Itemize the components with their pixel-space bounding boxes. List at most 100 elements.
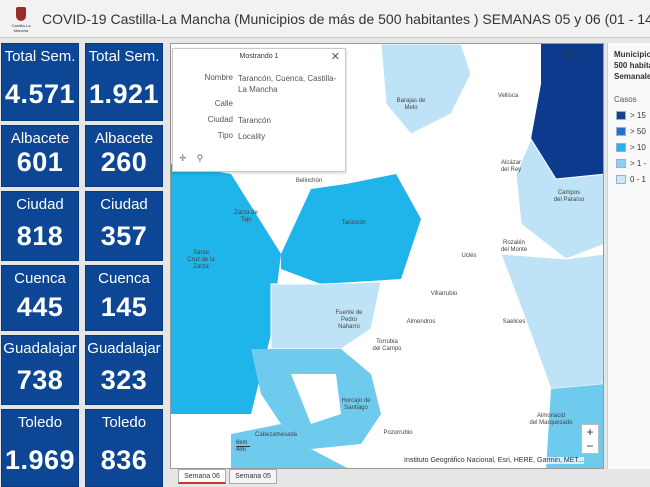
close-icon[interactable]: ✕ xyxy=(330,51,340,63)
place-fuente-1: Fuente de xyxy=(335,310,363,316)
municipality-barajas-de-melo[interactable] xyxy=(380,44,472,135)
tile-albacete-06[interactable]: Albacete 260 xyxy=(85,125,163,187)
tile-label: Albacete xyxy=(10,130,70,147)
tab-semana-06[interactable]: Semana 06 xyxy=(178,469,226,484)
place-almonacid-2: del Marquesado xyxy=(529,420,573,426)
legend-panel: Municipio 500 habita Semanale Casos > 15… xyxy=(607,43,650,469)
legend-label: > 50 xyxy=(630,127,646,136)
home-icon[interactable]: ⌂ xyxy=(584,48,591,60)
popup-key: Calle xyxy=(214,99,233,108)
place-cabezamesada: Cabezamesada xyxy=(255,432,298,438)
place-zarza-de-tajo-1: Zarza de xyxy=(234,210,258,216)
tile-label: Ciudad xyxy=(16,196,64,213)
tile-toledo-05[interactable]: Toledo 1.969 xyxy=(1,409,79,487)
zoom-out-button[interactable]: − xyxy=(586,439,594,453)
tile-value: 323 xyxy=(100,365,148,395)
tile-value: 357 xyxy=(100,221,148,251)
tile-label: Cuenca xyxy=(98,270,150,287)
place-vellisca: Vellisca xyxy=(498,93,519,99)
tile-label: Toledo xyxy=(101,414,147,431)
popup-key: Tipo xyxy=(217,131,233,140)
place-saelices: Saelices xyxy=(503,319,526,325)
place-santa-cruz-1: Santa xyxy=(193,250,209,256)
popup-value: Tarancón, Cuenca, Castilla-La Mancha xyxy=(238,74,337,94)
tile-total-sem-06[interactable]: Total Sem. 1.921 xyxy=(85,43,163,121)
legend-casos: Casos xyxy=(614,95,637,104)
place-almendros: Almendros xyxy=(407,319,436,325)
place-almonacid-1: Almonacid xyxy=(537,413,565,419)
legend-item: > 15 xyxy=(616,111,646,123)
search-icon[interactable]: ⚲ xyxy=(564,49,573,61)
municipality-rozalen-del-monte[interactable] xyxy=(500,253,604,390)
tile-ciudad-06[interactable]: Ciudad 357 xyxy=(85,191,163,261)
tile-guadalajara-06[interactable]: Guadalajar 323 xyxy=(85,335,163,405)
tab-semana-05[interactable]: Semana 05 xyxy=(229,469,277,484)
place-torrubia-1: Torrubia xyxy=(376,339,398,345)
zoom-control: + − xyxy=(581,424,599,454)
tile-ciudad-05[interactable]: Ciudad 818 xyxy=(1,191,79,261)
place-campos-del-paraiso-2: del Paraíso xyxy=(554,197,585,203)
tile-value: 601 xyxy=(16,147,64,177)
tile-cuenca-05[interactable]: Cuenca 445 xyxy=(1,265,79,331)
crest-icon xyxy=(16,7,26,21)
tile-cuenca-06[interactable]: Cuenca 145 xyxy=(85,265,163,331)
tile-guadalajara-05[interactable]: Guadalajar 738 xyxy=(1,335,79,405)
dashboard-title: COVID-19 Castilla-La Mancha (Municipios … xyxy=(42,11,650,27)
tile-value: 145 xyxy=(100,292,148,322)
scale-line xyxy=(236,446,250,447)
tile-value: 836 xyxy=(100,445,148,475)
popup-tools: ✛ ⚲ xyxy=(179,153,203,164)
place-villarrubio: Villarrubio xyxy=(431,291,458,297)
scale-bar: 6km 4mi xyxy=(236,440,250,453)
tile-value: 1.921 xyxy=(88,79,160,109)
place-barajas-de-melo-1: Barajas de xyxy=(397,98,426,104)
legend-swatch xyxy=(616,111,626,121)
tile-toledo-06[interactable]: Toledo 836 xyxy=(85,409,163,487)
legend-title: Municipio 500 habita Semanale xyxy=(614,50,650,81)
popup-value: Tarancón xyxy=(238,116,271,125)
zoom-to-icon[interactable]: ⚲ xyxy=(196,153,204,163)
legend-swatch xyxy=(616,175,626,185)
tile-label: Guadalajar xyxy=(3,340,77,357)
pan-icon[interactable]: ✛ xyxy=(179,153,187,163)
municipality-cabezamesada[interactable] xyxy=(231,424,351,469)
place-barajas-de-melo-2: Melo xyxy=(404,105,418,111)
tile-label: Albacete xyxy=(94,130,154,147)
legend-label: > 15 xyxy=(630,111,646,120)
popup-heading: Mostrando 1 xyxy=(239,53,279,60)
place-belinchon: Belinchón xyxy=(296,178,322,184)
legend-label: 0 - 1 xyxy=(630,175,647,184)
tile-label: Guadalajar xyxy=(87,340,161,357)
tile-value: 260 xyxy=(100,147,148,177)
tile-total-sem-05[interactable]: Total Sem. 4.571 xyxy=(1,43,79,121)
legend-item: > 50 xyxy=(616,127,646,139)
place-horcajo-2: Santiago xyxy=(344,405,368,411)
indicator-tiles: Total Sem. 4.571 Total Sem. 1.921 Albace… xyxy=(0,41,168,487)
place-alcazar-del-rey-1: Alcázar xyxy=(501,160,521,166)
location-popup: Mostrando 1 ✕ Nombre Tarancón, Cuenca, C… xyxy=(172,48,346,172)
tile-albacete-05[interactable]: Albacete 601 xyxy=(1,125,79,187)
place-horcajo-1: Horcajo de xyxy=(341,398,371,404)
tile-label: Total Sem. xyxy=(4,48,76,65)
popup-key: Ciudad xyxy=(207,115,233,124)
map-attribution: Instituto Geográfico Nacional, Esri, HER… xyxy=(404,457,584,464)
municipality-campos-del-paraiso[interactable] xyxy=(515,137,604,260)
legend-item: > 1 - xyxy=(616,159,646,171)
zoom-in-button[interactable]: + xyxy=(586,425,594,439)
legend-label: > 10 xyxy=(630,143,646,152)
municipality-tarancon[interactable] xyxy=(281,174,421,284)
place-fuente-3: Naharro xyxy=(338,324,360,330)
place-santa-cruz-2: Cruz de la xyxy=(187,257,215,263)
place-ucles: Uclés xyxy=(461,253,476,259)
legend-item: > 10 xyxy=(616,143,646,155)
municipality-white-patch xyxy=(291,374,341,424)
place-rozalen-2: del Monte xyxy=(501,247,528,253)
place-santa-cruz-3: Zarza xyxy=(193,264,209,270)
place-zarza-de-tajo-2: Tajo xyxy=(240,217,252,223)
castilla-la-mancha-logo: Castilla-La Mancha xyxy=(7,7,35,33)
place-campos-del-paraiso-1: Campos xyxy=(558,190,580,196)
tile-value: 818 xyxy=(16,221,64,251)
place-alcazar-del-rey-2: del Rey xyxy=(501,167,521,173)
municipality-dark-east[interactable] xyxy=(531,44,604,179)
place-tarancon: Tarancón xyxy=(342,220,367,226)
